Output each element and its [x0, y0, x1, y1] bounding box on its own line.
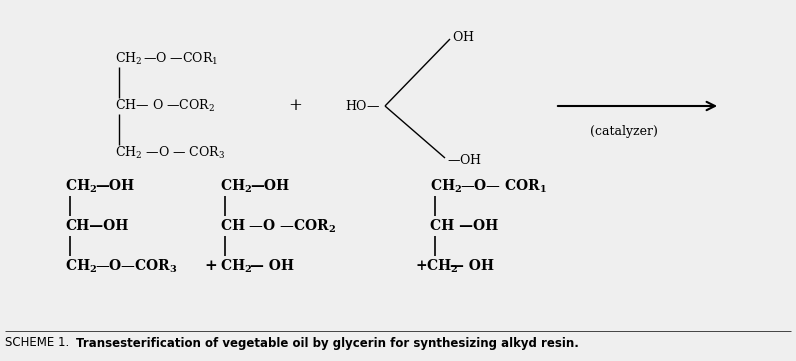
Text: —O—$\mathregular{COR_3}$: —O—$\mathregular{COR_3}$ [95, 257, 178, 275]
Text: +$\mathregular{CH_2}$: +$\mathregular{CH_2}$ [415, 257, 458, 275]
Text: $\mathregular{CH_2}$: $\mathregular{CH_2}$ [65, 177, 97, 195]
Text: +: + [288, 97, 302, 114]
Text: $\mathregular{—O\ —COR_1}$: $\mathregular{—O\ —COR_1}$ [143, 51, 218, 67]
Text: $\mathregular{HO}$—: $\mathregular{HO}$— [345, 99, 380, 113]
Text: CH —OH: CH —OH [430, 219, 498, 233]
Text: $\mathregular{CH_2}$: $\mathregular{CH_2}$ [115, 51, 142, 67]
Text: — OH: — OH [450, 259, 494, 273]
Text: $\mathregular{—OH}$: $\mathregular{—OH}$ [447, 153, 482, 167]
Text: —OH: —OH [95, 179, 134, 193]
Text: $\mathregular{CH—\ O\ —COR_2}$: $\mathregular{CH—\ O\ —COR_2}$ [115, 98, 215, 114]
Text: $\mathregular{CH_2}$: $\mathregular{CH_2}$ [220, 257, 252, 275]
Text: $\mathregular{CH_2}$: $\mathregular{CH_2}$ [220, 177, 252, 195]
Text: +: + [205, 259, 223, 273]
Text: — OH: — OH [250, 259, 294, 273]
Text: SCHEME 1.: SCHEME 1. [5, 336, 73, 349]
Text: Transesterification of vegetable oil by glycerin for synthesizing alkyd resin.: Transesterification of vegetable oil by … [76, 336, 579, 349]
Text: —O— $\mathregular{COR_1}$: —O— $\mathregular{COR_1}$ [460, 177, 547, 195]
Text: CH —O —$\mathregular{COR_2}$: CH —O —$\mathregular{COR_2}$ [220, 217, 337, 235]
Text: CH—OH: CH—OH [65, 219, 128, 233]
Text: $\mathregular{OH}$: $\mathregular{OH}$ [452, 30, 474, 44]
Text: —OH: —OH [250, 179, 289, 193]
Text: (catalyzer): (catalyzer) [590, 125, 657, 138]
Text: $\mathregular{CH_2\ —O\ —\ COR_3}$: $\mathregular{CH_2\ —O\ —\ COR_3}$ [115, 145, 225, 161]
Text: $\mathregular{CH_2}$: $\mathregular{CH_2}$ [430, 177, 462, 195]
Text: $\mathregular{CH_2}$: $\mathregular{CH_2}$ [65, 257, 97, 275]
